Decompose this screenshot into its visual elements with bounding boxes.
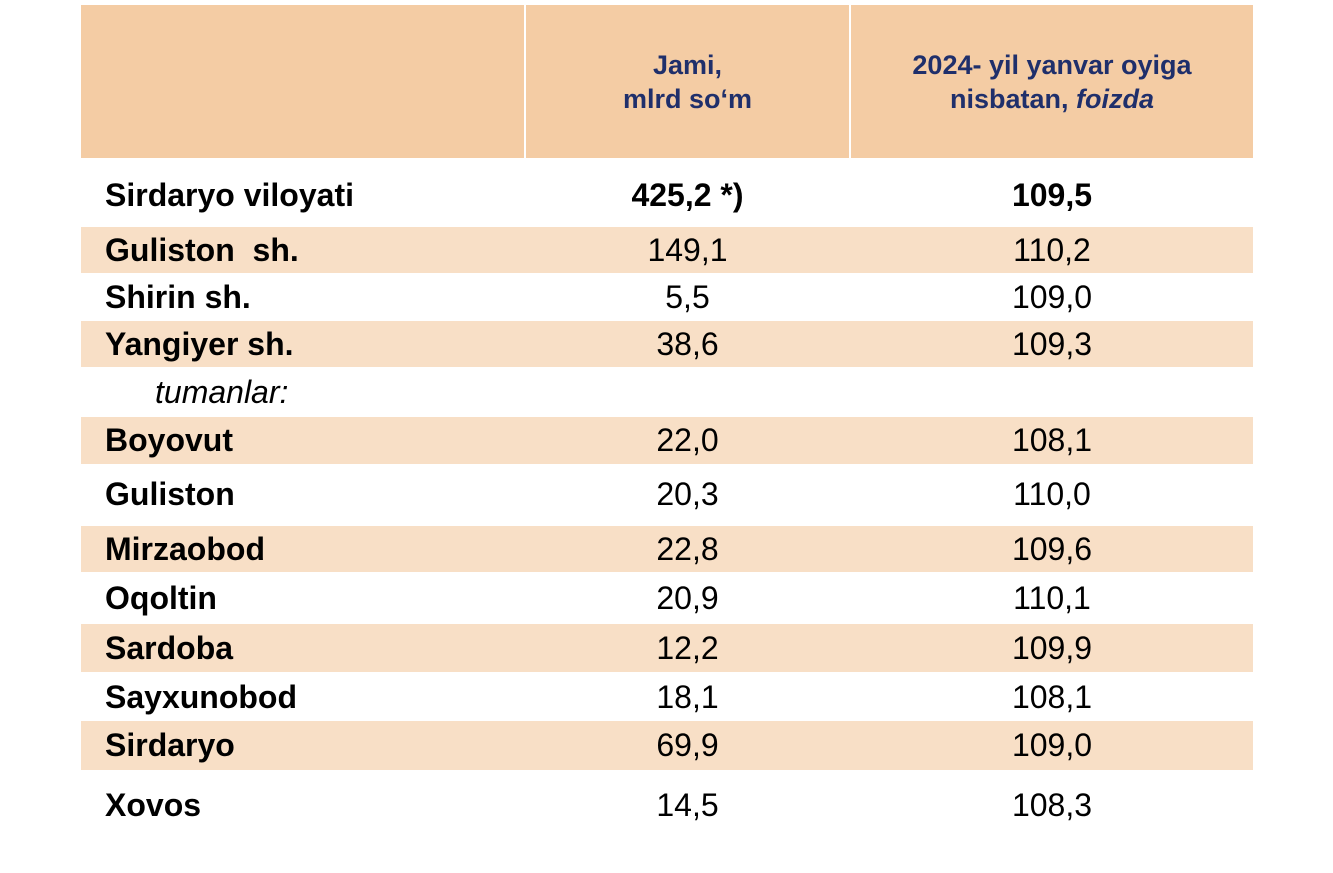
table-row: Sayxunobod 18,1 108,1 [81,674,1253,720]
table-row: Sardoba 12,2 109,9 [81,624,1253,672]
row-name: Guliston [105,476,235,512]
header-percent-line2-italic: foizda [1076,83,1155,114]
header-percent-line1: 2024- yil yanvar oyiga [912,49,1192,80]
row-percent-value: 110,2 [1013,231,1091,268]
row-percent-value: 109,9 [1011,629,1093,666]
table-row: Boyovut 22,0 108,1 [81,417,1253,464]
header-percent-cell: 2024- yil yanvar oyiga nisbatan, foizda [851,5,1253,158]
row-percent-value: 108,3 [1011,786,1093,823]
row-percent-value [851,369,1253,415]
row-total-value: 22,0 [656,422,719,458]
row-percent-value: 109,0 [1011,727,1093,763]
table-row-subheading: tumanlar: [81,369,1253,415]
header-divider [849,5,851,158]
row-total-value: 14,5 [656,786,719,823]
row-name: Oqoltin [105,579,217,616]
row-total-value: 5,5 [665,278,710,315]
data-table: Jami, mlrd so‘m 2024- yil yanvar oyiga n… [81,5,1253,823]
row-name: Yangiyer sh. [105,325,294,362]
row-name: Xovos [105,786,202,823]
table-header: Jami, mlrd so‘m 2024- yil yanvar oyiga n… [81,5,1253,158]
table-row: Guliston 20,3 110,0 [81,469,1253,520]
row-percent-value: 109,6 [1011,530,1093,567]
row-total-value: 20,9 [656,579,719,616]
row-total-value: 38,6 [656,325,719,362]
table-row-total: Sirdaryo viloyati 425,2 *) 109,5 [81,164,1253,226]
row-percent-value: 109,0 [1011,278,1093,315]
header-percent-line2-plain: nisbatan, [949,83,1077,114]
table-row: Guliston sh. 149,1 110,2 [81,227,1253,273]
row-name: Sardoba [105,629,234,666]
row-total-value: 12,2 [656,629,719,666]
header-divider [524,5,526,158]
table-row: Sirdaryo 69,9 109,0 [81,721,1253,770]
row-name: Mirzaobod [105,530,265,567]
row-total-value: 20,3 [656,476,719,512]
header-total-line1: Jami, [652,49,723,80]
row-name: Guliston sh. [105,231,299,268]
row-name: Sirdaryo [105,727,235,763]
header-percent-line2: nisbatan, foizda [950,82,1154,116]
row-name: Shirin sh. [105,278,251,315]
row-total-value: 149,1 [647,231,728,268]
row-total-value: 18,1 [656,678,719,715]
row-total-value [526,369,849,415]
row-percent-value: 110,0 [1013,476,1091,512]
table-row: Mirzaobod 22,8 109,6 [81,526,1253,572]
row-name: Sayxunobod [105,678,298,715]
table-row: Xovos 14,5 108,3 [81,779,1253,831]
row-percent-value: 109,3 [1011,325,1093,362]
table-row: Oqoltin 20,9 110,1 [81,575,1253,621]
row-subheading-label: tumanlar: [155,373,289,410]
table-row: Shirin sh. 5,5 109,0 [81,274,1253,320]
header-total-cell: Jami, mlrd so‘m [526,5,849,158]
row-percent-value: 108,1 [1011,422,1093,458]
header-total-line2: mlrd so‘m [622,83,753,114]
table-row: Yangiyer sh. 38,6 109,3 [81,321,1253,367]
row-percent-value: 109,5 [1011,176,1093,213]
row-percent-value: 108,1 [1011,678,1093,715]
row-total-value: 22,8 [656,530,719,567]
row-total-value: 425,2 *) [631,176,744,213]
row-name: Sirdaryo viloyati [105,176,354,213]
row-name: Boyovut [105,422,233,458]
header-region-cell [81,5,524,158]
row-percent-value: 110,1 [1013,579,1091,616]
row-total-value: 69,9 [656,727,719,763]
